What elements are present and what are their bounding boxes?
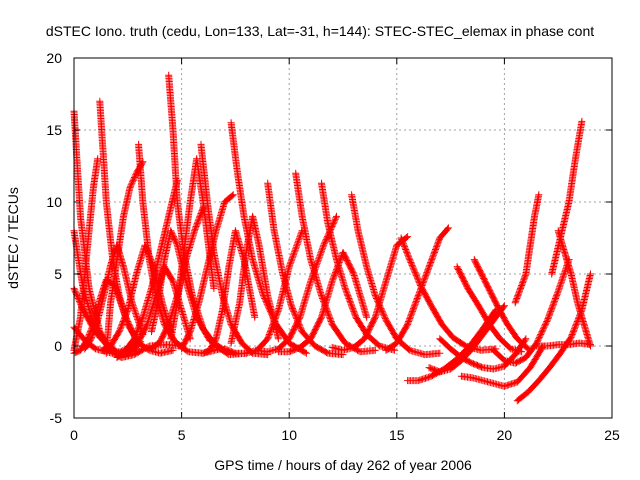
data-series xyxy=(178,191,237,353)
series-markers xyxy=(490,256,573,367)
y-tick-label: 20 xyxy=(46,50,62,66)
data-series xyxy=(227,212,282,347)
x-tick-label: 0 xyxy=(70,427,78,443)
x-tick-label: 15 xyxy=(389,427,405,443)
series-markers xyxy=(513,270,594,405)
data-series xyxy=(511,191,543,307)
axis-ticks: 0 5 10 15 20 25 -5 0 5 10 15 20 xyxy=(46,50,620,443)
plot-frame xyxy=(73,57,613,419)
data-series xyxy=(102,158,147,357)
data-series xyxy=(199,227,259,357)
x-tick-label: 5 xyxy=(178,427,186,443)
data-series xyxy=(533,339,594,350)
data-series xyxy=(470,256,532,353)
data-series xyxy=(548,117,586,278)
series-markers xyxy=(457,342,547,390)
data-points xyxy=(70,71,594,405)
series-markers xyxy=(178,191,237,353)
data-series xyxy=(453,263,526,356)
series-markers xyxy=(470,256,532,353)
x-axis-label: GPS time / hours of day 262 of year 2006 xyxy=(214,457,472,473)
data-series xyxy=(382,224,452,354)
data-series xyxy=(328,233,412,354)
series-markers xyxy=(318,179,399,354)
y-tick-label: 15 xyxy=(46,122,62,138)
data-series xyxy=(513,270,594,405)
data-series xyxy=(457,342,547,390)
x-tick-label: 10 xyxy=(281,427,297,443)
series-markers xyxy=(227,212,282,347)
series-markers xyxy=(96,97,177,357)
y-tick-label: 10 xyxy=(46,194,62,210)
series-markers xyxy=(328,233,412,354)
x-tick-label: 20 xyxy=(497,427,513,443)
data-series xyxy=(264,179,347,359)
series-markers xyxy=(102,158,147,357)
series-markers xyxy=(199,227,259,357)
series-markers xyxy=(382,224,452,354)
series-markers xyxy=(453,263,526,356)
y-tick-label: 5 xyxy=(54,266,62,282)
y-tick-label: -5 xyxy=(50,410,63,426)
y-axis-label: dSTEC / TECUs xyxy=(5,187,21,289)
chart-title: dSTEC Iono. truth (cedu, Lon=133, Lat=-3… xyxy=(46,23,594,39)
data-series xyxy=(318,179,399,354)
data-series xyxy=(96,97,177,357)
series-markers xyxy=(548,117,586,278)
y-tick-label: 0 xyxy=(54,338,62,354)
x-tick-label: 25 xyxy=(604,427,620,443)
data-series xyxy=(490,256,573,367)
series-markers xyxy=(511,191,543,307)
series-markers xyxy=(533,339,594,350)
series-markers xyxy=(264,179,347,359)
